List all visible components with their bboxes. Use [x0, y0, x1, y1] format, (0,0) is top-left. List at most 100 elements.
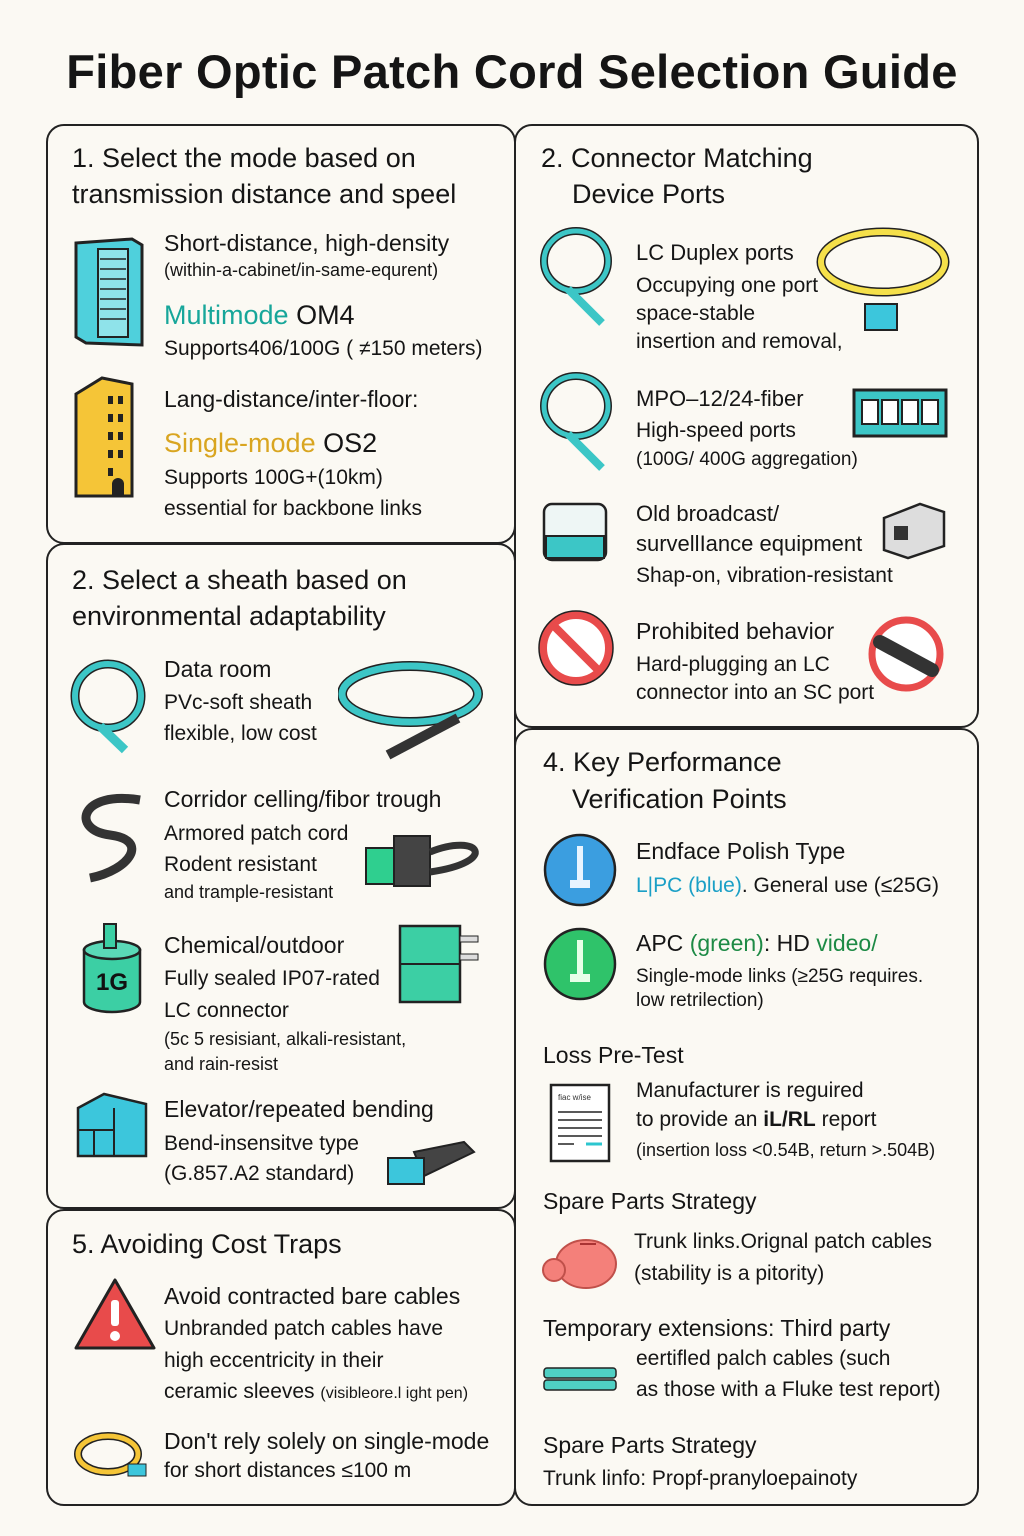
yellow-cable-icon [74, 1432, 147, 1477]
item-title: Don't rely solely on single-mode [164, 1428, 490, 1454]
outdoor-connector-icon [398, 924, 479, 1004]
spare-desc: links.Orignal patch cables [686, 1230, 933, 1253]
item-desc: High-speed ports [636, 419, 796, 442]
item-desc: and rain-resist [164, 1054, 279, 1074]
item-desc: Unbranded patch cables have [164, 1317, 444, 1340]
loss-report-type: iL/RL [763, 1108, 816, 1131]
sealed-cylinder-icon: 1G [82, 923, 142, 1014]
spare-desc: (stability is a pitority) [634, 1262, 825, 1285]
item-desc: Hard-plugging an LC [636, 653, 830, 676]
upc-color: (blue) [688, 874, 742, 897]
item-title: LC Duplex ports [636, 240, 794, 265]
item-desc: insertion and removal, [636, 330, 843, 353]
panel-cost-traps [46, 1209, 516, 1506]
spare-desc: Trunk linfo: Propf-pranyloepainoty [543, 1467, 858, 1490]
warning-icon [74, 1278, 156, 1350]
apc-endface-icon [543, 927, 617, 1001]
bend-connector-icon [387, 1140, 476, 1185]
upc-desc: . General use (≤25G) [741, 874, 939, 897]
doc-label: fiac w/ise [558, 1093, 591, 1102]
apc-desc: video/ [816, 930, 878, 956]
item-desc: Armored patch cord [164, 822, 349, 845]
item-title: survellIance equipment [636, 531, 863, 556]
report-document-icon: fiac w/ise [549, 1083, 611, 1163]
loss-desc: report [815, 1108, 877, 1131]
item-desc: PVc-soft sheath [164, 691, 313, 714]
item-desc: for short distances ≤100 m [164, 1459, 412, 1482]
item-title: Data room [164, 656, 272, 682]
section-heading: environmental adaptability [72, 601, 386, 631]
item-desc: Fully sealed IP07-rated [164, 967, 380, 990]
sc-port-icon [882, 502, 946, 560]
item-title: Prohibited behavior [636, 618, 835, 644]
loss-desc: Manufacturer is reguired [636, 1079, 864, 1102]
section-heading: Device Ports [572, 179, 726, 209]
item-desc: flexible, low cost [164, 722, 317, 745]
item-desc: connector into an SC port [636, 681, 875, 704]
section-heading: Verification Points [572, 784, 787, 814]
spare-desc: Trunk [634, 1230, 687, 1253]
temp-desc: eertifled palch cables (such [636, 1347, 891, 1370]
building-icon [74, 376, 134, 498]
section-heading: 4. Key Performance [543, 747, 782, 777]
mode-name: Single-mode [164, 428, 316, 458]
apc-desc: Single-mode links (≥25G requires. [636, 966, 924, 987]
black-cable-icon [81, 793, 141, 883]
item-desc: space-stable [636, 302, 756, 325]
item-title: Short-distance, high-density [164, 230, 450, 256]
item-desc: Rodent resistant [164, 853, 317, 876]
mode-name: Multimode [164, 300, 289, 330]
mode-grade: OM4 [296, 300, 355, 330]
bend-block-icon [76, 1092, 148, 1158]
armored-connector-icon [365, 835, 479, 887]
item-desc: and trample-resistant [164, 882, 334, 902]
loss-values: (insertion loss <0.54B, return >.504B) [636, 1140, 936, 1160]
cable-coil-icon [70, 659, 146, 754]
icon-label: 1G [96, 969, 128, 996]
item-title: Endface Polish Type [636, 838, 846, 864]
section-heading: 1. Select the mode based on [72, 143, 416, 173]
item-desc: Shap-on, vibration-resistant [636, 564, 893, 587]
patch-cable-icon [338, 661, 483, 760]
item-title: Avoid contracted bare cables [164, 1283, 461, 1309]
apc-label: APC [636, 930, 684, 956]
item-title: Chemical/outdoor [164, 932, 345, 958]
piggy-bank-icon [542, 1239, 617, 1289]
upc-endface-icon [543, 833, 617, 907]
apc-color: (green) [689, 930, 764, 956]
subsection-heading: Spare Parts Strategy [543, 1188, 757, 1214]
item-title: MPO–12/24-fiber [636, 386, 804, 411]
item-sub: (within-a-cabinet/in-same-equrent) [164, 260, 439, 280]
server-rack-icon [74, 237, 144, 347]
item-title: Corridor celling/fibor trough [164, 786, 442, 812]
item-desc: (5c 5 resisiant, alkali-resistant, [164, 1029, 407, 1049]
item-desc: (G.857.A2 standard) [164, 1162, 355, 1185]
lc-cable-icon [540, 227, 612, 326]
section-heading: transmission distance and speel [72, 179, 457, 209]
item-title: Lang-distance/inter-floor: [164, 386, 419, 412]
mode-grade: OS2 [323, 428, 378, 458]
item-title: Elevator/repeated bending [164, 1096, 434, 1122]
subsection-heading: Spare Parts Strategy [543, 1432, 757, 1458]
subsection-heading: Loss Pre-Test [543, 1042, 684, 1068]
broadcast-device-icon [542, 502, 608, 562]
prohibited-connector-icon [868, 616, 944, 692]
item-desc: Supports406/100G ( ≠150 meters) [164, 337, 483, 360]
section-heading: 2. Connector Matching [541, 143, 813, 173]
apc-desc: : HD [763, 930, 810, 956]
page-title: Fiber Optic Patch Cord Selection Guide [66, 45, 958, 98]
mpo-port-icon [852, 388, 948, 438]
item-desc: ceramic sleeves [164, 1380, 315, 1403]
section-heading: 5. Avoiding Cost Traps [72, 1229, 342, 1259]
loss-desc: to provide an [636, 1108, 764, 1131]
mpo-cable-icon [540, 372, 612, 471]
prohibited-icon [538, 610, 614, 686]
item-desc: (100G/ 400G aggregation) [636, 449, 858, 470]
apc-desc: low retrilection) [636, 990, 764, 1011]
temp-desc: as those with a Fluke test report) [636, 1378, 941, 1401]
upc-label: L|PC [636, 874, 683, 897]
item-desc: essential for backbone links [164, 497, 422, 520]
temp-desc: Third party [774, 1315, 891, 1341]
cable-bundle-icon [543, 1367, 617, 1391]
item-title: Old broadcast/ [636, 501, 780, 526]
